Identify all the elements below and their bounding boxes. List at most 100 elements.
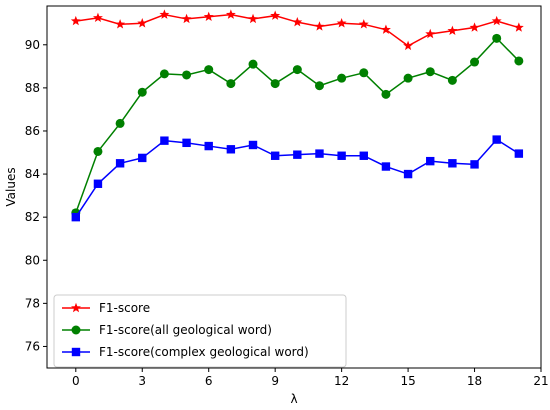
y-tick-label: 90: [25, 38, 40, 52]
series-3-point: [160, 136, 169, 145]
series-3-point: [470, 160, 479, 169]
series-2-point: [425, 67, 435, 77]
series-2-point: [93, 146, 103, 156]
series-1-point: [358, 19, 369, 29]
series-2-point: [470, 57, 480, 67]
series-2: [71, 33, 524, 218]
series-1-point: [513, 22, 524, 32]
series-3-point: [248, 140, 258, 150]
series-2-point: [492, 33, 502, 43]
series-3-point: [403, 169, 413, 179]
y-tick-label: 80: [25, 253, 40, 267]
series-3: [71, 135, 524, 222]
plot-frame: [46, 5, 542, 369]
legend: F1-score F1-score(all geological word) F1-…: [53, 294, 347, 368]
legend-swatch-marker: [71, 325, 81, 335]
legend-swatch-marker: [71, 302, 81, 313]
series-3-point: [182, 138, 191, 148]
series-3-point: [270, 151, 280, 160]
series-1-point: [292, 16, 303, 27]
series-3-point: [226, 145, 236, 154]
series-3-point: [71, 212, 80, 222]
legend-label: F1-score(all geological word): [99, 323, 272, 337]
x-tick-label: 15: [400, 374, 415, 388]
series-2-point: [204, 65, 214, 75]
series-2-point: [248, 59, 258, 69]
y-tick-label: 88: [25, 81, 40, 95]
series-2-point: [137, 87, 147, 97]
x-tick-label: 0: [72, 374, 80, 388]
series-2-point: [359, 68, 369, 78]
series-2-point: [226, 79, 236, 89]
x-axis-label: λ: [290, 392, 297, 406]
plot-content: [70, 9, 524, 222]
series-3-point: [514, 149, 524, 158]
series-1-point: [115, 19, 126, 29]
series-1-point: [248, 13, 258, 24]
series-2-point: [314, 81, 324, 91]
series-2-point: [270, 79, 280, 89]
legend-item: F1-score(complex geological word): [62, 345, 309, 359]
series-1-point: [270, 10, 281, 20]
series-3-point: [426, 156, 435, 166]
series-3-point: [93, 179, 103, 188]
legend-item: F1-score(all geological word): [62, 323, 272, 337]
x-tick-label: 9: [271, 374, 279, 388]
series-3-point: [315, 149, 324, 158]
series-2-point: [403, 73, 413, 83]
series-2-point: [447, 75, 457, 85]
series-1-point: [137, 18, 148, 28]
series-1-point: [203, 11, 214, 21]
legend-label: F1-score(complex geological word): [99, 345, 309, 359]
y-tick-label: 82: [25, 210, 40, 224]
series-3-point: [115, 159, 125, 168]
x-tick-label: 6: [205, 374, 213, 388]
y-tick-label: 84: [25, 167, 40, 181]
series-3-point: [337, 151, 346, 160]
series-1-point: [403, 40, 414, 51]
y-axis: 76 78 80 82 84 86 88 90: [25, 38, 47, 353]
series-1-point: [447, 25, 458, 35]
series-1-point: [225, 9, 236, 19]
legend-item: F1-score: [62, 301, 150, 315]
series-2-point: [514, 56, 524, 66]
legend-swatch-marker: [71, 347, 81, 357]
x-axis: 0 3 6 9 12 15 18 21: [72, 368, 549, 388]
series-3-point: [381, 162, 391, 171]
y-axis-label: Values: [4, 167, 18, 206]
series-1-point: [181, 13, 192, 24]
series-1-point: [314, 21, 325, 31]
series-2-point: [159, 69, 169, 79]
series-1-point: [93, 12, 103, 23]
series-1-point: [491, 15, 502, 26]
series-2-point: [292, 65, 302, 75]
y-tick-label: 78: [25, 296, 40, 310]
y-tick-label: 76: [25, 339, 40, 353]
series-2-point: [182, 70, 192, 80]
series-2-point: [381, 89, 391, 99]
series-1-point: [425, 28, 436, 39]
series-1: [70, 9, 524, 51]
series-1-point: [70, 15, 81, 26]
series-1-point: [469, 22, 480, 32]
legend-box: [53, 294, 347, 368]
legend-label: F1-score: [99, 301, 150, 315]
x-tick-label: 12: [334, 374, 349, 388]
x-tick-label: 18: [467, 374, 482, 388]
x-tick-label: 21: [533, 374, 548, 388]
series-1-point: [380, 24, 391, 34]
series-2-line: [75, 37, 520, 214]
series-3-point: [138, 153, 147, 163]
series-1-point: [159, 9, 170, 19]
series-1-point: [336, 18, 347, 28]
series-2-point: [337, 73, 347, 83]
series-2-point: [115, 118, 125, 128]
series-3-point: [448, 159, 457, 168]
series-3-point: [293, 150, 302, 159]
y-tick-label: 86: [25, 124, 40, 138]
series-3-point: [492, 135, 501, 144]
x-tick-label: 3: [138, 374, 146, 388]
series-3-point: [359, 151, 368, 160]
series-3-point: [204, 141, 213, 151]
